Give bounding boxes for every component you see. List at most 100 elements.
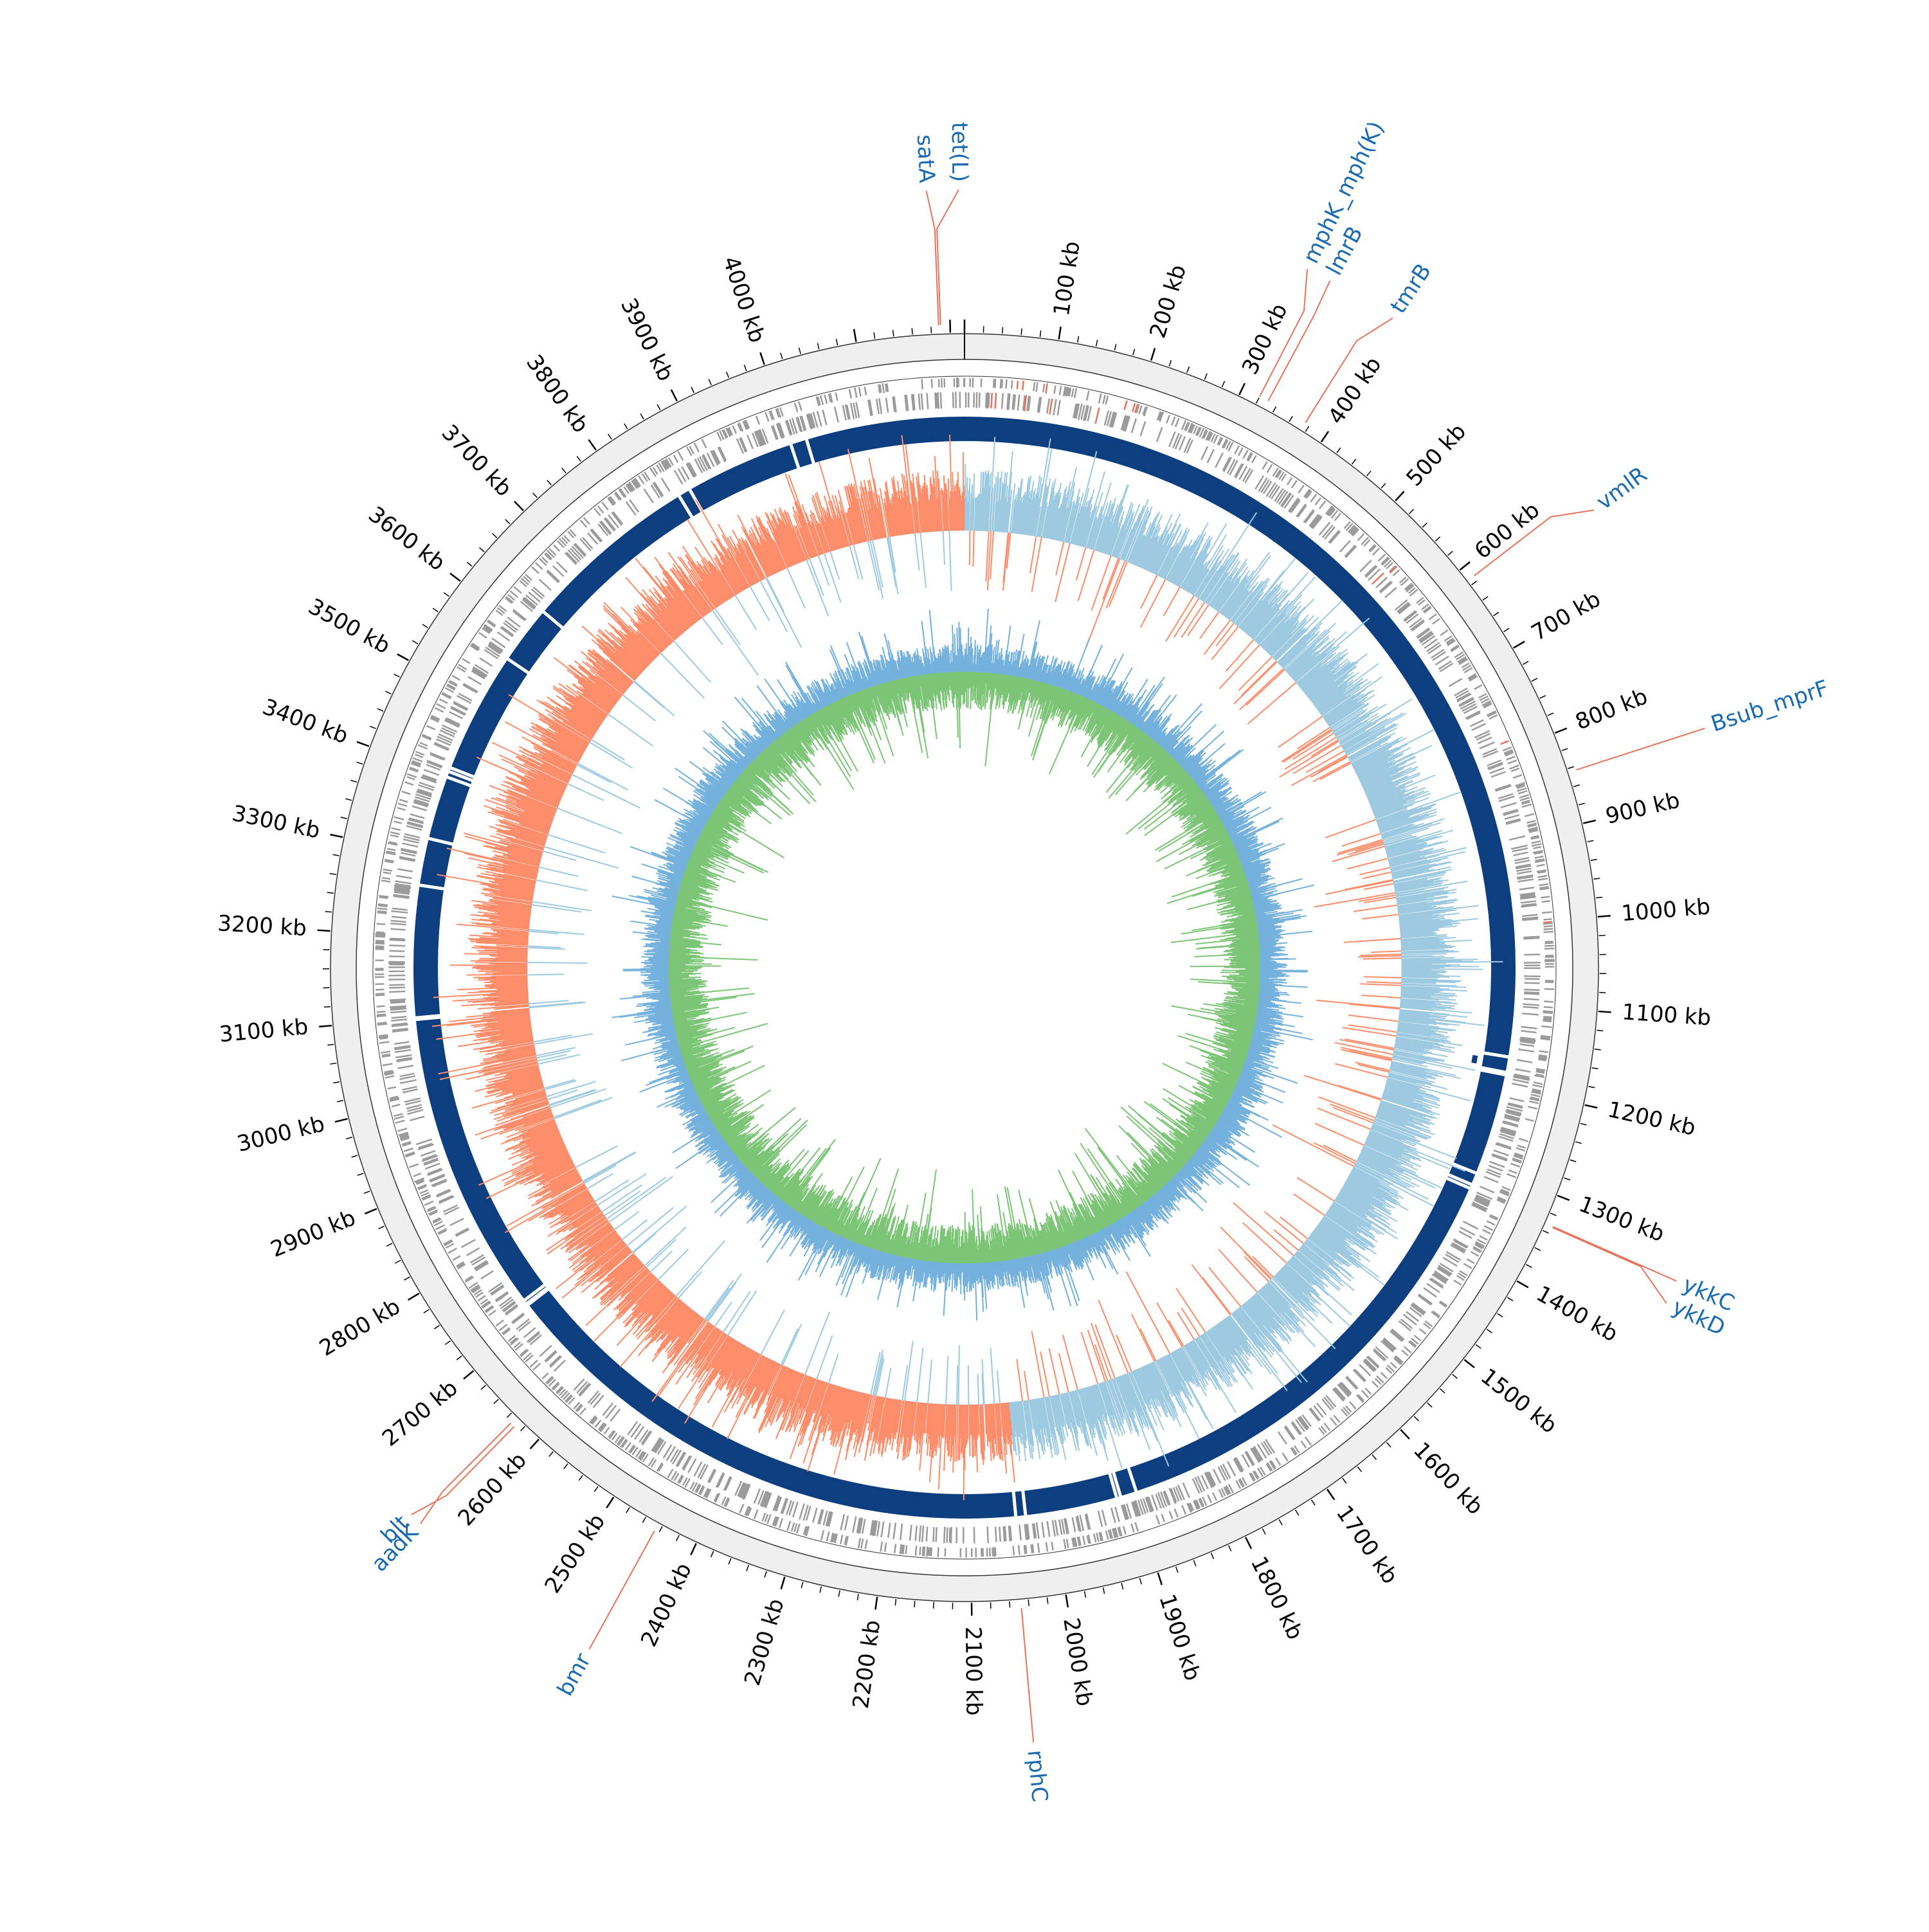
minor-tick: [729, 1558, 731, 1564]
feature-mark: [1002, 393, 1003, 409]
tick-label: 3400 kb: [259, 694, 352, 749]
minor-tick: [1562, 748, 1568, 750]
minor-tick: [1579, 803, 1585, 805]
minor-tick: [640, 414, 644, 420]
minor-tick: [350, 781, 357, 782]
minor-tick: [1002, 327, 1003, 334]
major-tick: [1395, 491, 1404, 501]
feature-mark: [390, 985, 405, 986]
major-tick: [530, 1439, 539, 1449]
feature-mark: [1545, 943, 1553, 944]
minor-tick: [1550, 1213, 1556, 1216]
major-tick: [875, 1597, 877, 1610]
minor-tick: [327, 892, 334, 893]
minor-tick: [1372, 1455, 1376, 1460]
major-tick: [318, 930, 331, 931]
tick-label: 900 kb: [1603, 788, 1682, 830]
minor-tick: [1103, 1587, 1104, 1594]
feature-mark: [1543, 1011, 1553, 1012]
feature-mark: [1011, 380, 1012, 388]
feature-mark: [377, 1011, 385, 1012]
tick-label: 1600 kb: [1408, 1438, 1488, 1520]
feature-mark: [987, 392, 988, 408]
tick-label: 2600 kb: [453, 1448, 532, 1531]
minor-tick: [1483, 597, 1488, 600]
minor-tick: [1472, 581, 1477, 585]
gc-skew-bar: [1402, 965, 1460, 966]
minor-tick: [507, 1413, 511, 1418]
minor-tick: [358, 1173, 363, 1175]
feature-mark: [1033, 383, 1035, 392]
gc-skew-bar: [968, 1366, 969, 1405]
minor-tick: [345, 799, 352, 800]
feature-mark: [931, 1548, 932, 1557]
minor-tick: [801, 1582, 803, 1589]
major-tick: [450, 573, 460, 581]
major-tick: [365, 1209, 377, 1214]
feature-mark: [938, 1548, 939, 1557]
minor-tick: [744, 365, 746, 371]
feature-mark: [1523, 1004, 1539, 1006]
minor-tick: [1427, 1403, 1432, 1407]
feature-mark: [1024, 1546, 1025, 1554]
minor-tick: [364, 1191, 370, 1194]
major-tick: [397, 654, 409, 660]
minor-tick: [357, 762, 363, 764]
tick-label: 2400 kb: [636, 1559, 697, 1651]
tick-label: 2900 kb: [267, 1205, 359, 1263]
tick-label: 1500 kb: [1476, 1364, 1562, 1439]
feature-mark: [928, 1548, 929, 1556]
feature-mark: [1524, 989, 1540, 990]
minor-tick: [1532, 678, 1537, 682]
minor-tick: [1211, 1553, 1214, 1558]
feature-mark: [379, 1035, 388, 1036]
tick-label: 1100 kb: [1621, 999, 1712, 1031]
tick-label: 2000 kb: [1058, 1616, 1098, 1708]
minor-tick: [385, 691, 391, 694]
major-tick: [854, 329, 856, 342]
minor-tick: [624, 424, 628, 429]
gc-skew-bar: [527, 974, 564, 975]
minor-tick: [727, 372, 729, 377]
minor-tick: [1568, 766, 1573, 768]
minor-tick: [1085, 1591, 1086, 1598]
minor-tick: [1273, 406, 1276, 412]
tick-label: 3100 kb: [218, 1014, 309, 1047]
feature-mark: [376, 936, 385, 937]
feature-mark: [389, 945, 405, 946]
minor-tick: [626, 1508, 629, 1513]
tick-label: 700 kb: [1527, 586, 1605, 646]
major-tick: [1059, 327, 1061, 339]
feature-mark: [994, 1547, 995, 1557]
feature-mark: [376, 989, 384, 990]
major-tick: [1585, 1105, 1598, 1108]
minor-tick: [676, 1535, 679, 1541]
gc-skew-bar: [1363, 958, 1402, 959]
minor-tick: [1587, 840, 1593, 842]
minor-tick: [857, 1594, 858, 1600]
minor-tick: [1599, 935, 1606, 936]
minor-tick: [594, 1486, 598, 1492]
minor-tick: [659, 1526, 662, 1532]
minor-tick: [481, 1386, 486, 1390]
feature-mark: [1523, 938, 1539, 939]
tick-label: 3600 kb: [363, 501, 449, 576]
feature-mark: [390, 951, 405, 952]
minor-tick: [333, 1082, 340, 1083]
minor-tick: [1535, 1248, 1541, 1250]
minor-tick: [1047, 1598, 1048, 1604]
feature-mark: [391, 929, 406, 930]
minor-tick: [1414, 1416, 1418, 1421]
minor-tick: [1498, 1314, 1503, 1317]
tick-label: 1900 kb: [1154, 1591, 1205, 1684]
feature-mark: [388, 979, 405, 980]
tick-label: 2500 kb: [539, 1510, 610, 1598]
minor-tick: [521, 1426, 525, 1431]
feature-mark: [880, 384, 882, 393]
feature-mark: [376, 932, 385, 933]
major-tick: [335, 1119, 347, 1122]
feature-mark: [1013, 1546, 1014, 1555]
tick-label: 200 kb: [1145, 262, 1192, 341]
major-tick: [1245, 1537, 1251, 1549]
